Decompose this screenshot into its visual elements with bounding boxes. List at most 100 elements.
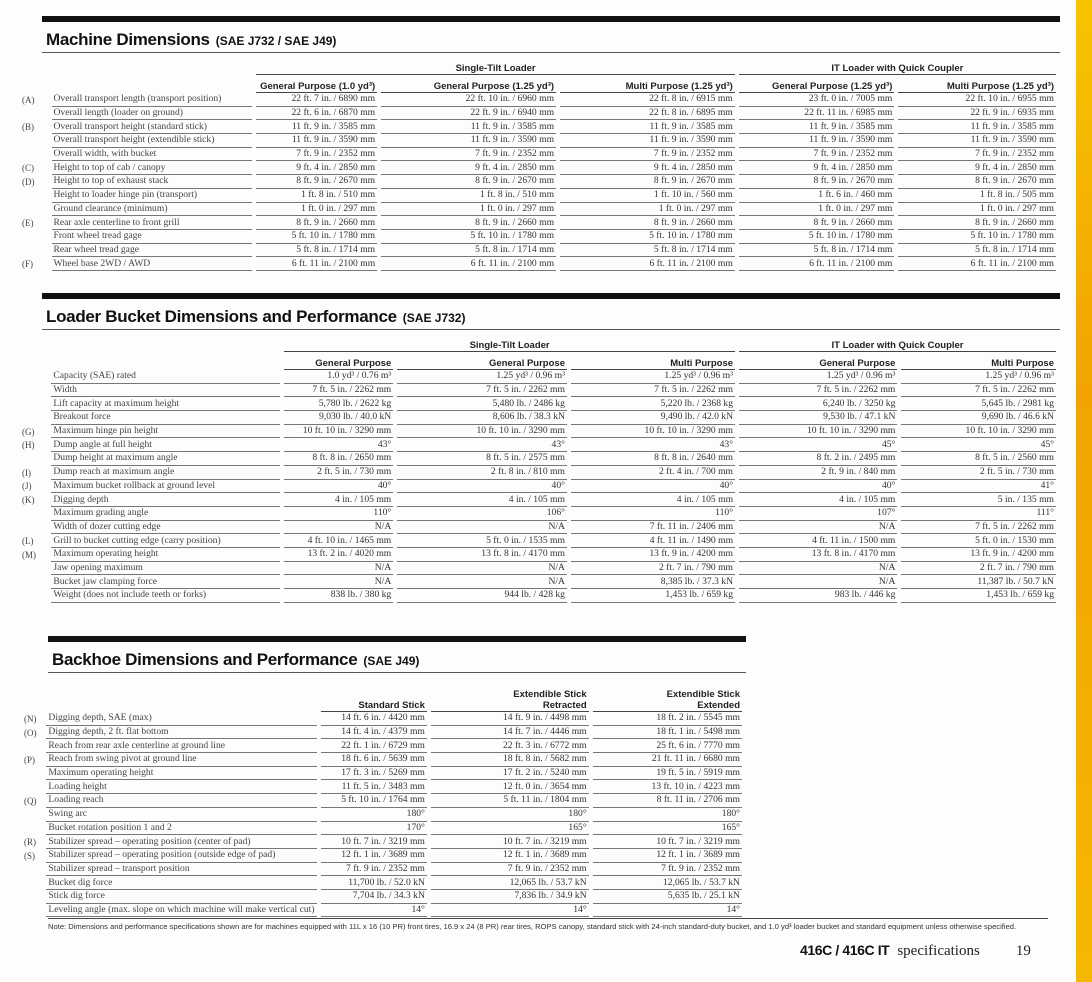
group-header-row: Single-Tilt Loader IT Loader with Quick C… — [22, 336, 1056, 352]
dimension-letter — [24, 739, 42, 753]
footer-label: specifications — [897, 943, 980, 959]
dimension-letter: (E) — [22, 218, 34, 229]
table-row: (M) Maximum operating height 13 ft. 2 in. … — [22, 548, 1056, 562]
spec-value: 5 ft. 10 in. / 1780 mm — [381, 230, 557, 244]
dimension-letter — [22, 507, 47, 521]
table-row: (E) Rear axle centerline to front grill 8 … — [22, 216, 1056, 230]
spec-value: 4 in. / 105 mm — [284, 493, 394, 507]
spec-value: 1 ft. 10 in. / 560 mm — [560, 189, 735, 203]
row-label: Ground clearance (minimum) — [51, 203, 253, 217]
spec-value: 8 ft. 2 in. / 2495 mm — [739, 452, 898, 466]
spec-value: 14° — [430, 904, 589, 918]
section-title: Machine Dimensions — [46, 30, 210, 49]
spec-value: N/A — [739, 575, 898, 589]
dimension-letter — [22, 411, 47, 425]
row-label: Stabilizer spread – operating position (… — [46, 849, 317, 863]
dimension-letter — [24, 876, 42, 890]
row-label: Lift capacity at maximum height — [51, 397, 281, 412]
spec-value: 4 ft. 11 in. / 1500 mm — [739, 534, 898, 548]
table-row: (S) Stabilizer spread – operating positio… — [24, 849, 742, 863]
spec-value: 22 ft. 1 in. / 6729 mm — [320, 739, 427, 754]
spec-value: N/A — [284, 562, 394, 576]
spec-value: 12,065 lb. / 53.7 kN — [592, 876, 742, 890]
section-title: Loader Bucket Dimensions and Performance — [46, 307, 397, 326]
row-label: Loading reach — [46, 794, 317, 808]
table-row: Stabilizer spread – transport position 7 … — [24, 863, 742, 877]
spec-value: 19 ft. 5 in. / 5919 mm — [592, 767, 742, 781]
spec-value: 5 ft. 10 in. / 1780 mm — [898, 230, 1056, 244]
dimension-letter — [22, 203, 48, 217]
spec-value: 13 ft. 9 in. / 4200 mm — [901, 548, 1056, 562]
table-row: (N) Digging depth, SAE (max) 14 ft. 6 in. … — [24, 712, 742, 726]
spec-value: 7 ft. 9 in. / 2352 mm — [898, 148, 1056, 162]
spec-value: 1.25 yd³ / 0.96 m³ — [739, 370, 898, 384]
row-label: Overall length (loader on ground) — [51, 107, 253, 121]
row-label: Overall width, with bucket — [51, 148, 253, 162]
spec-value: 6 ft. 11 in. / 2100 mm — [738, 257, 895, 271]
spec-value: 11 ft. 9 in. / 3590 mm — [256, 134, 378, 148]
column-header: General Purpose — [397, 352, 567, 370]
spec-value: 14 ft. 7 in. / 4446 mm — [430, 726, 589, 740]
row-label: Dump reach at maximum angle — [51, 466, 281, 480]
model-name: 416C / 416C IT — [800, 942, 890, 958]
page-footer: 416C / 416C IT specifications 19 — [800, 942, 1031, 960]
spec-value: 8 ft. 9 in. / 2670 mm — [560, 175, 735, 189]
spec-value: 7 ft. 9 in. / 2352 mm — [592, 863, 742, 877]
table-row: Maximum operating height 17 ft. 3 in. / 5… — [24, 767, 742, 781]
spec-value: 1 ft. 8 in. / 510 mm — [256, 189, 378, 203]
table-row: Bucket jaw clamping force N/A N/A 8,385 lb.… — [22, 575, 1056, 589]
spec-value: 11 ft. 5 in. / 3483 mm — [320, 780, 427, 795]
spec-value: N/A — [739, 562, 898, 576]
dimension-letter: (F) — [22, 259, 33, 270]
table-row: Bucket dig force 11,700 lb. / 52.0 kN 12,0… — [24, 876, 742, 890]
spec-value: 5 ft. 10 in. / 1764 mm — [320, 794, 427, 808]
spec-value: 5 ft. 11 in. / 1804 mm — [430, 794, 589, 808]
row-label: Overall transport height (standard stick… — [51, 120, 253, 135]
spec-value: 5 ft. 10 in. / 1780 mm — [560, 230, 735, 244]
spec-value: 22 ft. 8 in. / 6895 mm — [560, 107, 735, 121]
blank-cell — [22, 352, 280, 370]
spec-value: 110° — [284, 507, 394, 521]
table-row: (F) Wheel base 2WD / AWD 6 ft. 11 in. / 21… — [22, 257, 1056, 271]
spec-value: 12 ft. 1 in. / 3689 mm — [320, 849, 427, 863]
group-header: Single-Tilt Loader — [284, 336, 736, 352]
dimension-letter — [22, 384, 47, 398]
spec-value: 14° — [320, 904, 427, 918]
dimension-letter: (S) — [24, 850, 35, 861]
row-label: Reach from swing pivot at ground line — [46, 753, 317, 767]
spec-value: 7 ft. 9 in. / 2352 mm — [256, 148, 378, 162]
table-row: (G) Maximum hinge pin height 10 ft. 10 in.… — [22, 425, 1056, 439]
dimension-letter: (B) — [22, 122, 34, 133]
spec-value: 5,480 lb. / 2486 kg — [397, 397, 567, 412]
dimension-letter — [24, 863, 42, 877]
column-header: Multi Purpose — [570, 352, 736, 370]
spec-value: 7 ft. 11 in. / 2406 mm — [570, 521, 736, 535]
spec-value: 8 ft. 9 in. / 2660 mm — [898, 216, 1056, 230]
spec-value: 8 ft. 9 in. / 2660 mm — [381, 216, 557, 230]
spec-value: 8 ft. 9 in. / 2670 mm — [381, 175, 557, 189]
table-row: (Q) Loading reach 5 ft. 10 in. / 1764 mm 5 … — [24, 794, 742, 808]
spec-value: 7,704 lb. / 34.3 kN — [320, 890, 427, 904]
spec-value: 5 ft. 10 in. / 1780 mm — [738, 230, 895, 244]
spec-value: 40° — [397, 480, 567, 494]
column-header: General Purpose — [284, 352, 394, 370]
spec-value: 7 ft. 5 in. / 2262 mm — [901, 384, 1056, 398]
table-row: (C) Height to top of cab / canopy 9 ft. 4 … — [22, 161, 1056, 176]
spec-value: N/A — [284, 521, 394, 535]
table-row: Breakout force 9,030 lb. / 40.0 kN 8,606 l… — [22, 411, 1056, 425]
row-label: Breakout force — [51, 411, 281, 425]
row-label: Overall transport height (extendible sti… — [51, 134, 253, 148]
dimension-letter — [22, 589, 47, 603]
table-row: (I) Dump reach at maximum angle 2 ft. 5 in… — [22, 466, 1056, 480]
page-number: 19 — [1015, 943, 1031, 959]
spec-value: 7 ft. 5 in. / 2262 mm — [901, 521, 1056, 535]
spec-value: 18 ft. 8 in. / 5682 mm — [430, 753, 589, 767]
row-label: Wheel base 2WD / AWD — [51, 257, 253, 271]
dimension-letter: (D) — [22, 176, 35, 187]
spec-value: 7 ft. 5 in. / 2262 mm — [397, 384, 567, 398]
spec-value: 6 ft. 11 in. / 2100 mm — [381, 257, 557, 271]
spec-value: 12 ft. 1 in. / 3689 mm — [592, 849, 742, 863]
dimension-letter — [22, 230, 48, 244]
spec-value: 22 ft. 3 in. / 6772 mm — [430, 739, 589, 754]
